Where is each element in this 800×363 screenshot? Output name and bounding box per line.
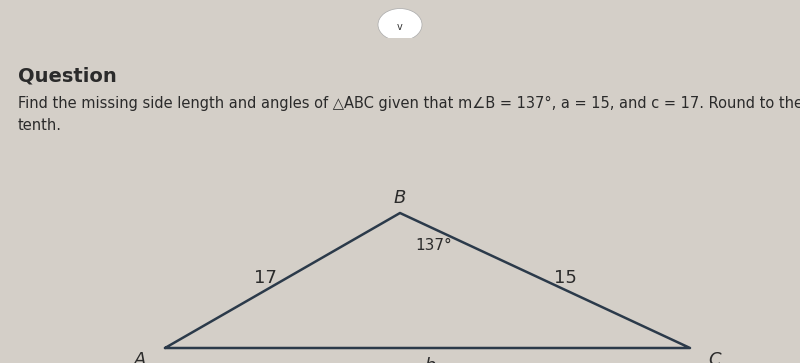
Ellipse shape xyxy=(378,9,422,41)
Text: 137°: 137° xyxy=(415,238,452,253)
Text: B: B xyxy=(394,189,406,207)
Text: A: A xyxy=(134,351,146,363)
Text: Question: Question xyxy=(18,66,117,85)
Text: 17: 17 xyxy=(254,269,277,287)
Text: v: v xyxy=(397,22,403,32)
Text: b: b xyxy=(424,357,436,363)
Text: C: C xyxy=(709,351,722,363)
Text: 15: 15 xyxy=(554,269,577,287)
Text: tenth.: tenth. xyxy=(18,118,62,133)
Text: Find the missing side length and angles of △ABC given that m∠B = 137°, a = 15, a: Find the missing side length and angles … xyxy=(18,96,800,111)
